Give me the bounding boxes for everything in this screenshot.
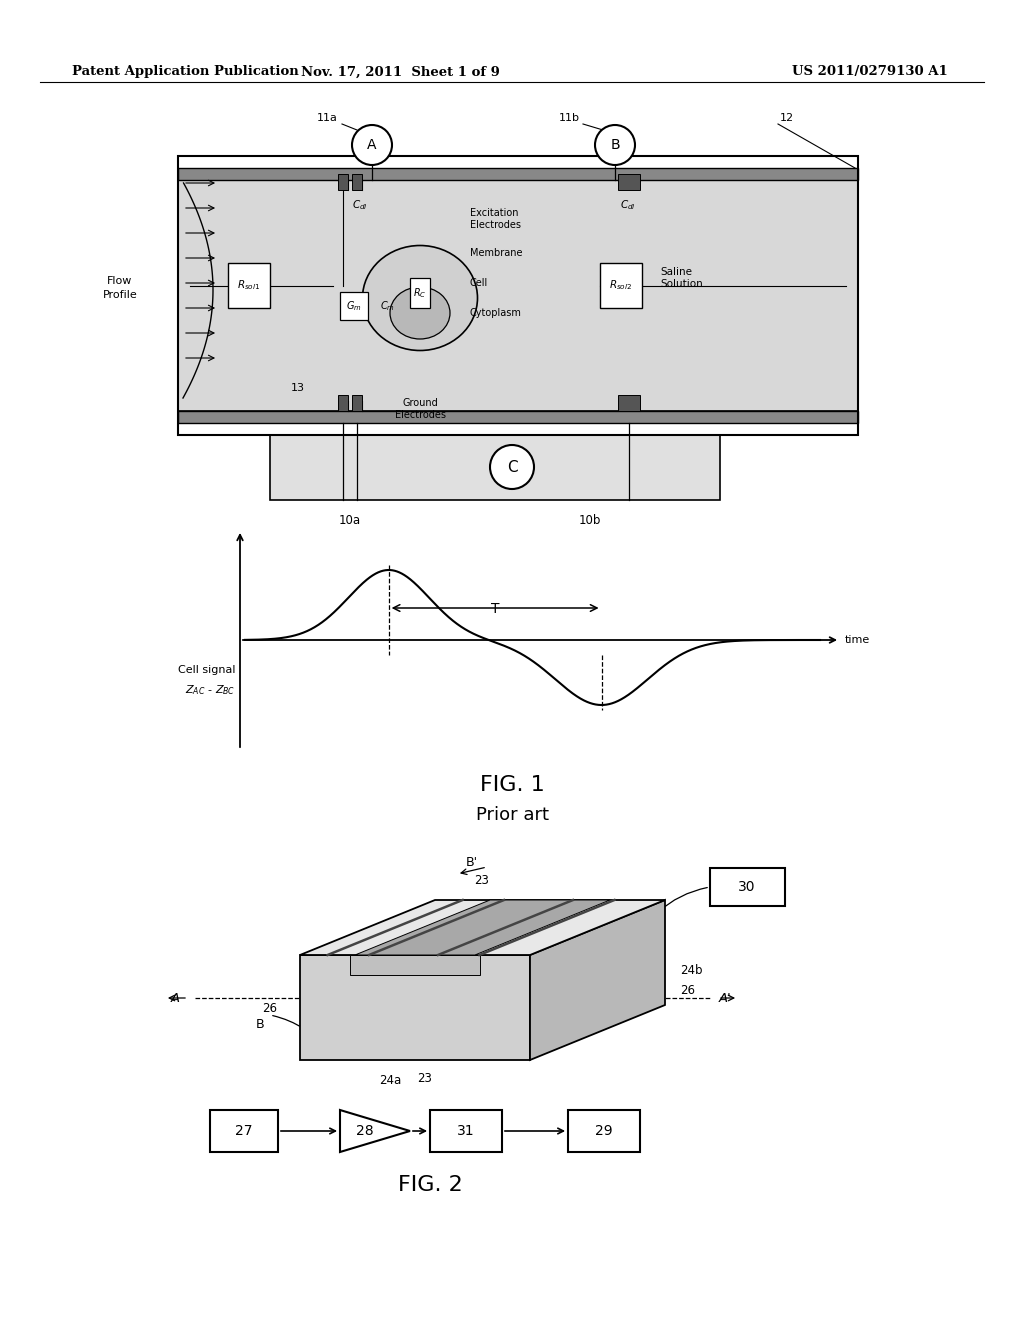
Circle shape [352,125,392,165]
Bar [210,1110,278,1152]
Text: 12: 12 [780,114,795,123]
Text: A: A [170,991,179,1005]
Bar [340,292,368,319]
Text: Ground
Electrodes: Ground Electrodes [394,399,445,420]
Text: $C_m$: $C_m$ [380,300,395,313]
Text: 11a: 11a [317,114,338,123]
Bar [228,263,270,308]
Polygon shape [530,900,665,1060]
Circle shape [595,125,635,165]
Text: Patent Application Publication: Patent Application Publication [72,66,299,78]
Bar [178,411,858,422]
Bar [270,436,720,500]
Text: 13: 13 [291,383,305,393]
Text: B: B [256,1019,264,1031]
Bar [352,174,362,190]
Bar [568,1110,640,1152]
Bar [178,168,858,180]
Polygon shape [355,900,610,954]
Text: 31: 31 [457,1125,475,1138]
Bar [618,174,640,190]
Text: B': B' [466,855,478,869]
Text: $C_{dl}$: $C_{dl}$ [620,198,636,211]
Bar [430,1110,502,1152]
Text: Prior art: Prior art [475,807,549,824]
Text: Cytoplasm: Cytoplasm [470,308,522,318]
Text: 24b: 24b [680,964,702,977]
Text: $R_{sol1}$: $R_{sol1}$ [238,279,261,292]
Text: $G_m$: $G_m$ [346,300,361,313]
Bar [410,279,430,308]
Bar [618,395,640,411]
Text: US 2011/0279130 A1: US 2011/0279130 A1 [793,66,948,78]
Text: 28: 28 [356,1125,374,1138]
Polygon shape [300,954,530,1060]
Text: Nov. 17, 2011  Sheet 1 of 9: Nov. 17, 2011 Sheet 1 of 9 [301,66,500,78]
Bar [350,954,480,975]
Text: 23: 23 [418,1072,432,1085]
Text: 11b: 11b [559,114,580,123]
Text: Excitation
Electrodes: Excitation Electrodes [470,209,521,231]
Text: time: time [845,635,870,645]
Text: A': A' [719,991,731,1005]
Text: Membrane: Membrane [470,248,522,257]
Bar [178,156,858,436]
Text: 10b: 10b [579,513,601,527]
Text: T: T [490,602,500,616]
Polygon shape [340,1110,410,1152]
Bar [178,180,858,411]
Text: $R_C$: $R_C$ [414,286,427,300]
Text: B: B [610,139,620,152]
Text: 24a: 24a [379,1073,401,1086]
Text: $Z_{AC}$ - $Z_{BC}$: $Z_{AC}$ - $Z_{BC}$ [184,684,234,697]
Text: Saline
Solution: Saline Solution [660,267,702,289]
Text: 26: 26 [262,1002,278,1015]
Text: 26: 26 [680,983,695,997]
Text: $R_{sol2}$: $R_{sol2}$ [609,279,633,292]
Ellipse shape [390,286,450,339]
Polygon shape [300,900,665,954]
Text: Flow
Profile: Flow Profile [102,276,137,300]
Text: $C_{dl}$: $C_{dl}$ [352,198,368,211]
Text: 30: 30 [738,880,756,894]
Text: A: A [368,139,377,152]
Bar [338,395,348,411]
Bar [710,869,785,906]
Text: FIG. 1: FIG. 1 [479,775,545,795]
Bar [338,174,348,190]
Text: 10a: 10a [339,513,361,527]
Text: C: C [507,459,517,474]
Ellipse shape [362,246,477,351]
Circle shape [490,445,534,488]
Text: 23: 23 [474,874,489,887]
Text: Cell: Cell [470,279,488,288]
Bar [352,395,362,411]
Text: FIG. 2: FIG. 2 [397,1175,463,1195]
Bar [600,263,642,308]
Text: 29: 29 [595,1125,612,1138]
Text: Cell signal: Cell signal [177,665,234,675]
Text: 27: 27 [236,1125,253,1138]
